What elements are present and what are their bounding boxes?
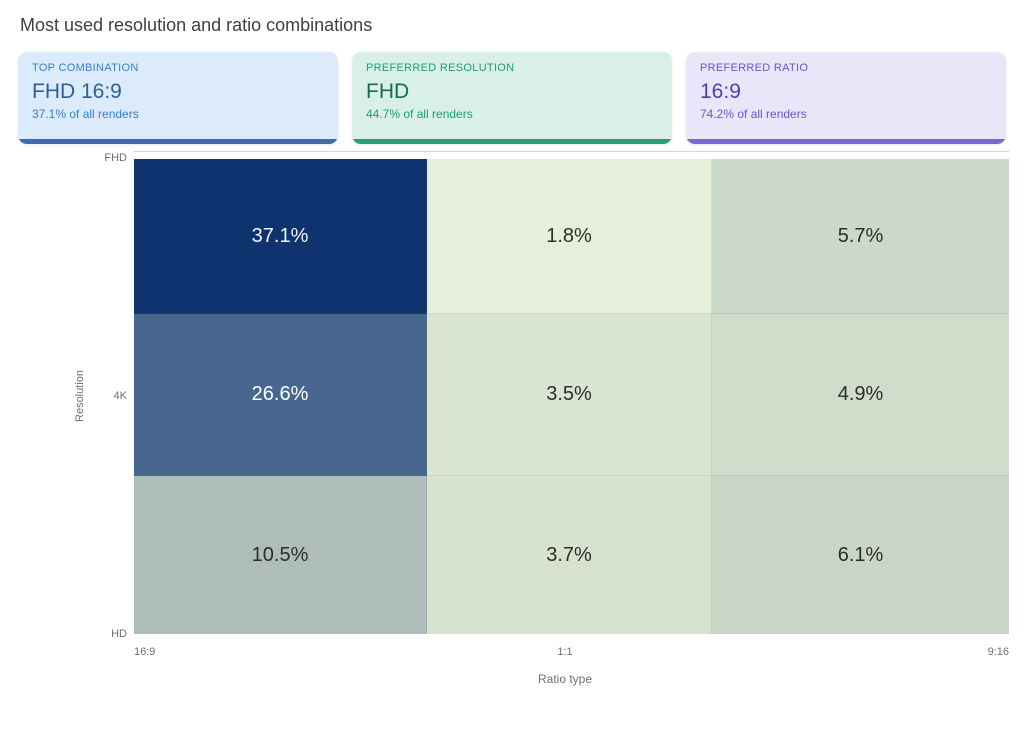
stat-cards-row: TOP COMBINATION FHD 16:9 37.1% of all re… (18, 52, 1006, 144)
heatmap-cell-hd-16-9[interactable]: 10.5% (134, 476, 427, 634)
stat-card-value: FHD 16:9 (32, 80, 122, 103)
x-tick-9-16: 9:16 (987, 646, 1009, 658)
heatmap-cell-4k-1-1[interactable]: 3.5% (427, 314, 712, 476)
stat-card-body: TOP COMBINATION FHD 16:9 37.1% of all re… (18, 52, 338, 139)
heatmap-cell-fhd-1-1[interactable]: 1.8% (427, 159, 712, 314)
stat-card-body: PREFERRED RESOLUTION FHD 44.7% of all re… (352, 52, 672, 139)
x-axis-title: Ratio type (537, 672, 593, 686)
stat-card-accent-bar (18, 139, 338, 144)
heatmap-cell-hd-9-16[interactable]: 6.1% (712, 476, 1009, 634)
heatmap-cell-hd-1-1[interactable]: 3.7% (427, 476, 712, 634)
heatmap-grid: 37.1% 1.8% 5.7% 26.6% 3.5% 4.9% 10.5% 3.7% 6.1% (134, 159, 1009, 634)
stat-card-top-combination: TOP COMBINATION FHD 16:9 37.1% of all re… (18, 52, 338, 144)
y-tick-fhd: FHD (104, 152, 127, 164)
y-tick-hd: HD (111, 628, 127, 640)
stat-card-body: PREFERRED RATIO 16:9 74.2% of all render… (686, 52, 1006, 139)
stat-card-value: FHD (366, 80, 410, 103)
stat-card-preferred-resolution: PREFERRED RESOLUTION FHD 44.7% of all re… (352, 52, 672, 144)
stat-card-label: TOP COMBINATION (32, 62, 139, 74)
y-tick-4k: 4K (113, 390, 127, 402)
stat-card-accent-bar (686, 139, 1006, 144)
heatmap-chart: 37.1% 1.8% 5.7% 26.6% 3.5% 4.9% 10.5% 3.7% 6.1% (134, 151, 1009, 634)
heatmap-cell-fhd-16-9[interactable]: 37.1% (134, 159, 427, 314)
stat-card-accent-bar (352, 139, 672, 144)
stat-card-caption: 44.7% of all renders (366, 107, 473, 122)
stat-card-caption: 37.1% of all renders (32, 107, 139, 122)
stat-card-preferred-ratio: PREFERRED RATIO 16:9 74.2% of all render… (686, 52, 1006, 144)
stat-card-value: 16:9 (700, 80, 741, 103)
stat-card-label: PREFERRED RESOLUTION (366, 62, 515, 74)
heatmap-cell-fhd-9-16[interactable]: 5.7% (712, 159, 1009, 314)
page-title: Most used resolution and ratio combinati… (20, 15, 373, 35)
stat-card-label: PREFERRED RATIO (700, 62, 809, 74)
stat-card-caption: 74.2% of all renders (700, 107, 807, 122)
heatmap-cell-4k-9-16[interactable]: 4.9% (712, 314, 1009, 476)
x-tick-16-9: 16:9 (134, 646, 156, 658)
x-tick-1-1: 1:1 (557, 646, 573, 658)
heatmap-cell-4k-16-9[interactable]: 26.6% (134, 314, 427, 476)
y-axis-title: Resolution (74, 370, 86, 422)
